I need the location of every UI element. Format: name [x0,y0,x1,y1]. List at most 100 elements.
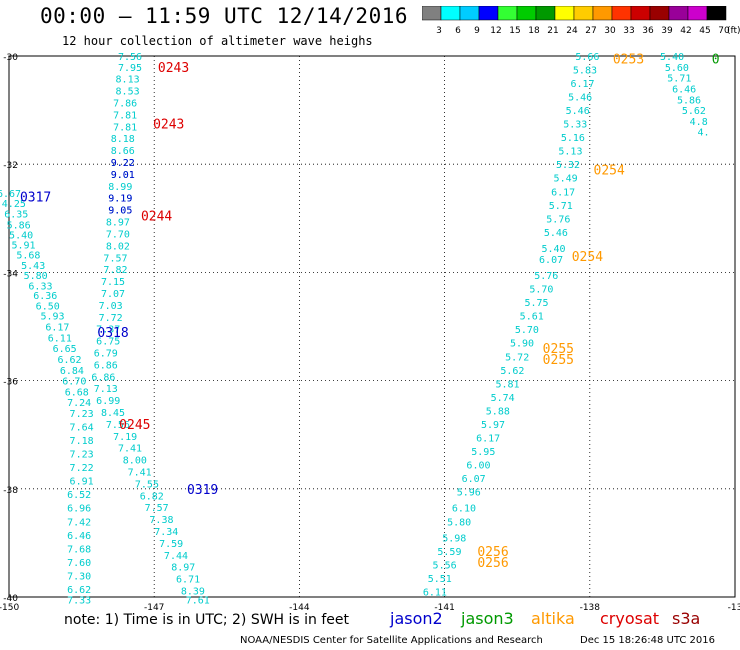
wave-height-point: 7.57 [145,503,169,514]
wave-height-point: 9.22 [111,158,135,169]
colorbar-label: 30 [604,26,616,36]
wave-height-point: 7.41 [118,444,142,455]
wave-height-point: 5.76 [546,214,570,225]
legend-s3a: s3a [672,609,701,628]
wave-height-point: 6.17 [551,187,575,198]
wave-height-point: 5.76 [534,271,558,282]
wave-height-point: 5.98 [442,533,466,544]
wave-height-point: 9.19 [108,194,132,205]
wave-height-point: 5.32 [556,160,580,171]
generation-timestamp: Dec 15 18:26:48 UTC 2016 [580,635,715,646]
wave-height-point: 6.36 [33,291,57,302]
wave-height-point: 7.22 [70,463,94,474]
wave-height-point: 6.07 [462,474,486,485]
wave-height-point: 5.40 [9,231,33,242]
y-tick-label: -34 [3,269,18,279]
wave-height-point: 5.70 [529,285,553,296]
wave-height-point: 5.43 [21,261,45,272]
wave-height-point: 5.60 [665,63,689,74]
wave-height-point: 7.18 [70,436,94,447]
wave-height-point: 5.96 [457,488,481,499]
legend-jason3: jason3 [461,609,514,628]
y-tick-label: -38 [3,486,18,496]
wave-height-point: 6.50 [36,301,60,312]
pass-time-label: 0243 [153,118,184,133]
wave-height-point: 7.24 [67,398,91,409]
wave-height-point: 6.33 [28,281,52,292]
wave-height-point: 7.23 [70,409,94,420]
wave-height-point: 6.96 [67,504,91,515]
wave-height-point: 5.49 [554,174,578,185]
chart-title: 00:00 – 11:59 UTC 12/14/2016 [40,4,409,28]
wave-height-point: 6.07 [539,255,563,266]
wave-height-point: 5.86 [7,220,31,231]
wave-height-point: 5.68 [16,251,40,262]
x-tick-label: -138 [580,603,601,613]
colorbar-label: 12 [490,26,501,36]
colorbar-label: 6 [455,26,461,36]
colorbar-label: 27 [585,26,596,36]
wave-height-point: 5.62 [500,366,524,377]
wave-height-point: 5.95 [471,447,495,458]
pass-time-label: 0254 [594,164,625,179]
pass-time-label: 0255 [543,353,574,368]
wave-height-point: 6.62 [57,355,81,366]
wave-height-point: 8.97 [106,218,130,229]
wave-height-point: 5.93 [41,312,65,323]
wave-height-point: 7.57 [103,253,127,264]
wave-height-point: 5.81 [495,379,519,390]
wave-height-point: 6.46 [672,84,696,95]
wave-height-point: 5.59 [437,547,461,558]
wave-height-point: 6.70 [62,377,86,388]
wave-height-point: 5.71 [667,74,691,85]
chart-subtitle: 12 hour collection of altimeter wave hei… [62,34,373,48]
colorbar-label: 39 [661,26,673,36]
pass-time-label: 0318 [97,326,128,341]
wave-height-point: 7.44 [164,551,188,562]
wave-height-point: 6.10 [452,504,476,515]
colorbar-legend: 3 6 9 12 15 18 21 24 27 30 33 36 39 42 45 70(ft) [422,6,740,36]
wave-height-point: 5.51 [428,574,452,585]
wave-height-point: 7.37 [96,325,120,336]
wave-height-point: 5.75 [525,298,549,309]
colorbar-label: 36 [642,26,654,36]
legend-altika: altika [531,609,575,628]
wave-height-point: 7.56 [118,52,142,63]
wave-height-point: 7.33 [67,596,91,607]
wave-height-point: 8.99 [108,182,132,193]
wave-height-point: 7.41 [128,467,152,478]
legend-jason2: jason2 [390,609,443,628]
wave-height-point: 4.8 [690,117,708,128]
pass-time-label: 0254 [572,250,603,265]
wave-height-point: 5.70 [515,325,539,336]
wave-height-point: 8.45 [101,408,125,419]
colorbar-label: 3 [436,26,442,36]
wave-height-point: 7.42 [67,517,91,528]
colorbar-label: 15 [509,26,520,36]
wave-height-point: 5.56 [433,561,457,572]
wave-height-point: 6.75 [96,337,120,348]
plot-frame [8,55,736,598]
colorbar-label: 18 [528,26,540,36]
wave-height-point: 9.05 [108,206,132,217]
wave-height-point: 6.86 [91,372,115,383]
wave-height-point: 7.61 [186,596,210,607]
wave-height-point: 5.61 [520,312,544,323]
wave-height-point: 6.82 [140,491,164,502]
wave-height-point: 7.03 [99,301,123,312]
wave-height-point: 5.97 [481,420,505,431]
wave-height-point: 5.80 [24,271,48,282]
pass-time-label: 0317 [20,191,51,206]
wave-height-point: 4.25 [2,199,26,210]
wave-height-point: 7.13 [94,384,118,395]
colorbar-swatch [706,6,727,21]
pass-time-label: 0244 [141,210,172,225]
colorbar-label: 70 [718,26,730,36]
y-tick-label: -36 [3,378,18,388]
wave-height-point: 8.13 [116,75,140,86]
wave-height-point: 5.66 [575,52,599,63]
wave-height-point: 7.72 [99,313,123,324]
footer-note: note: 1) Time is in UTC; 2) SWH is in fe… [64,612,350,628]
wave-height-point: 5.83 [573,66,597,77]
wave-height-point: 6.68 [65,387,89,398]
